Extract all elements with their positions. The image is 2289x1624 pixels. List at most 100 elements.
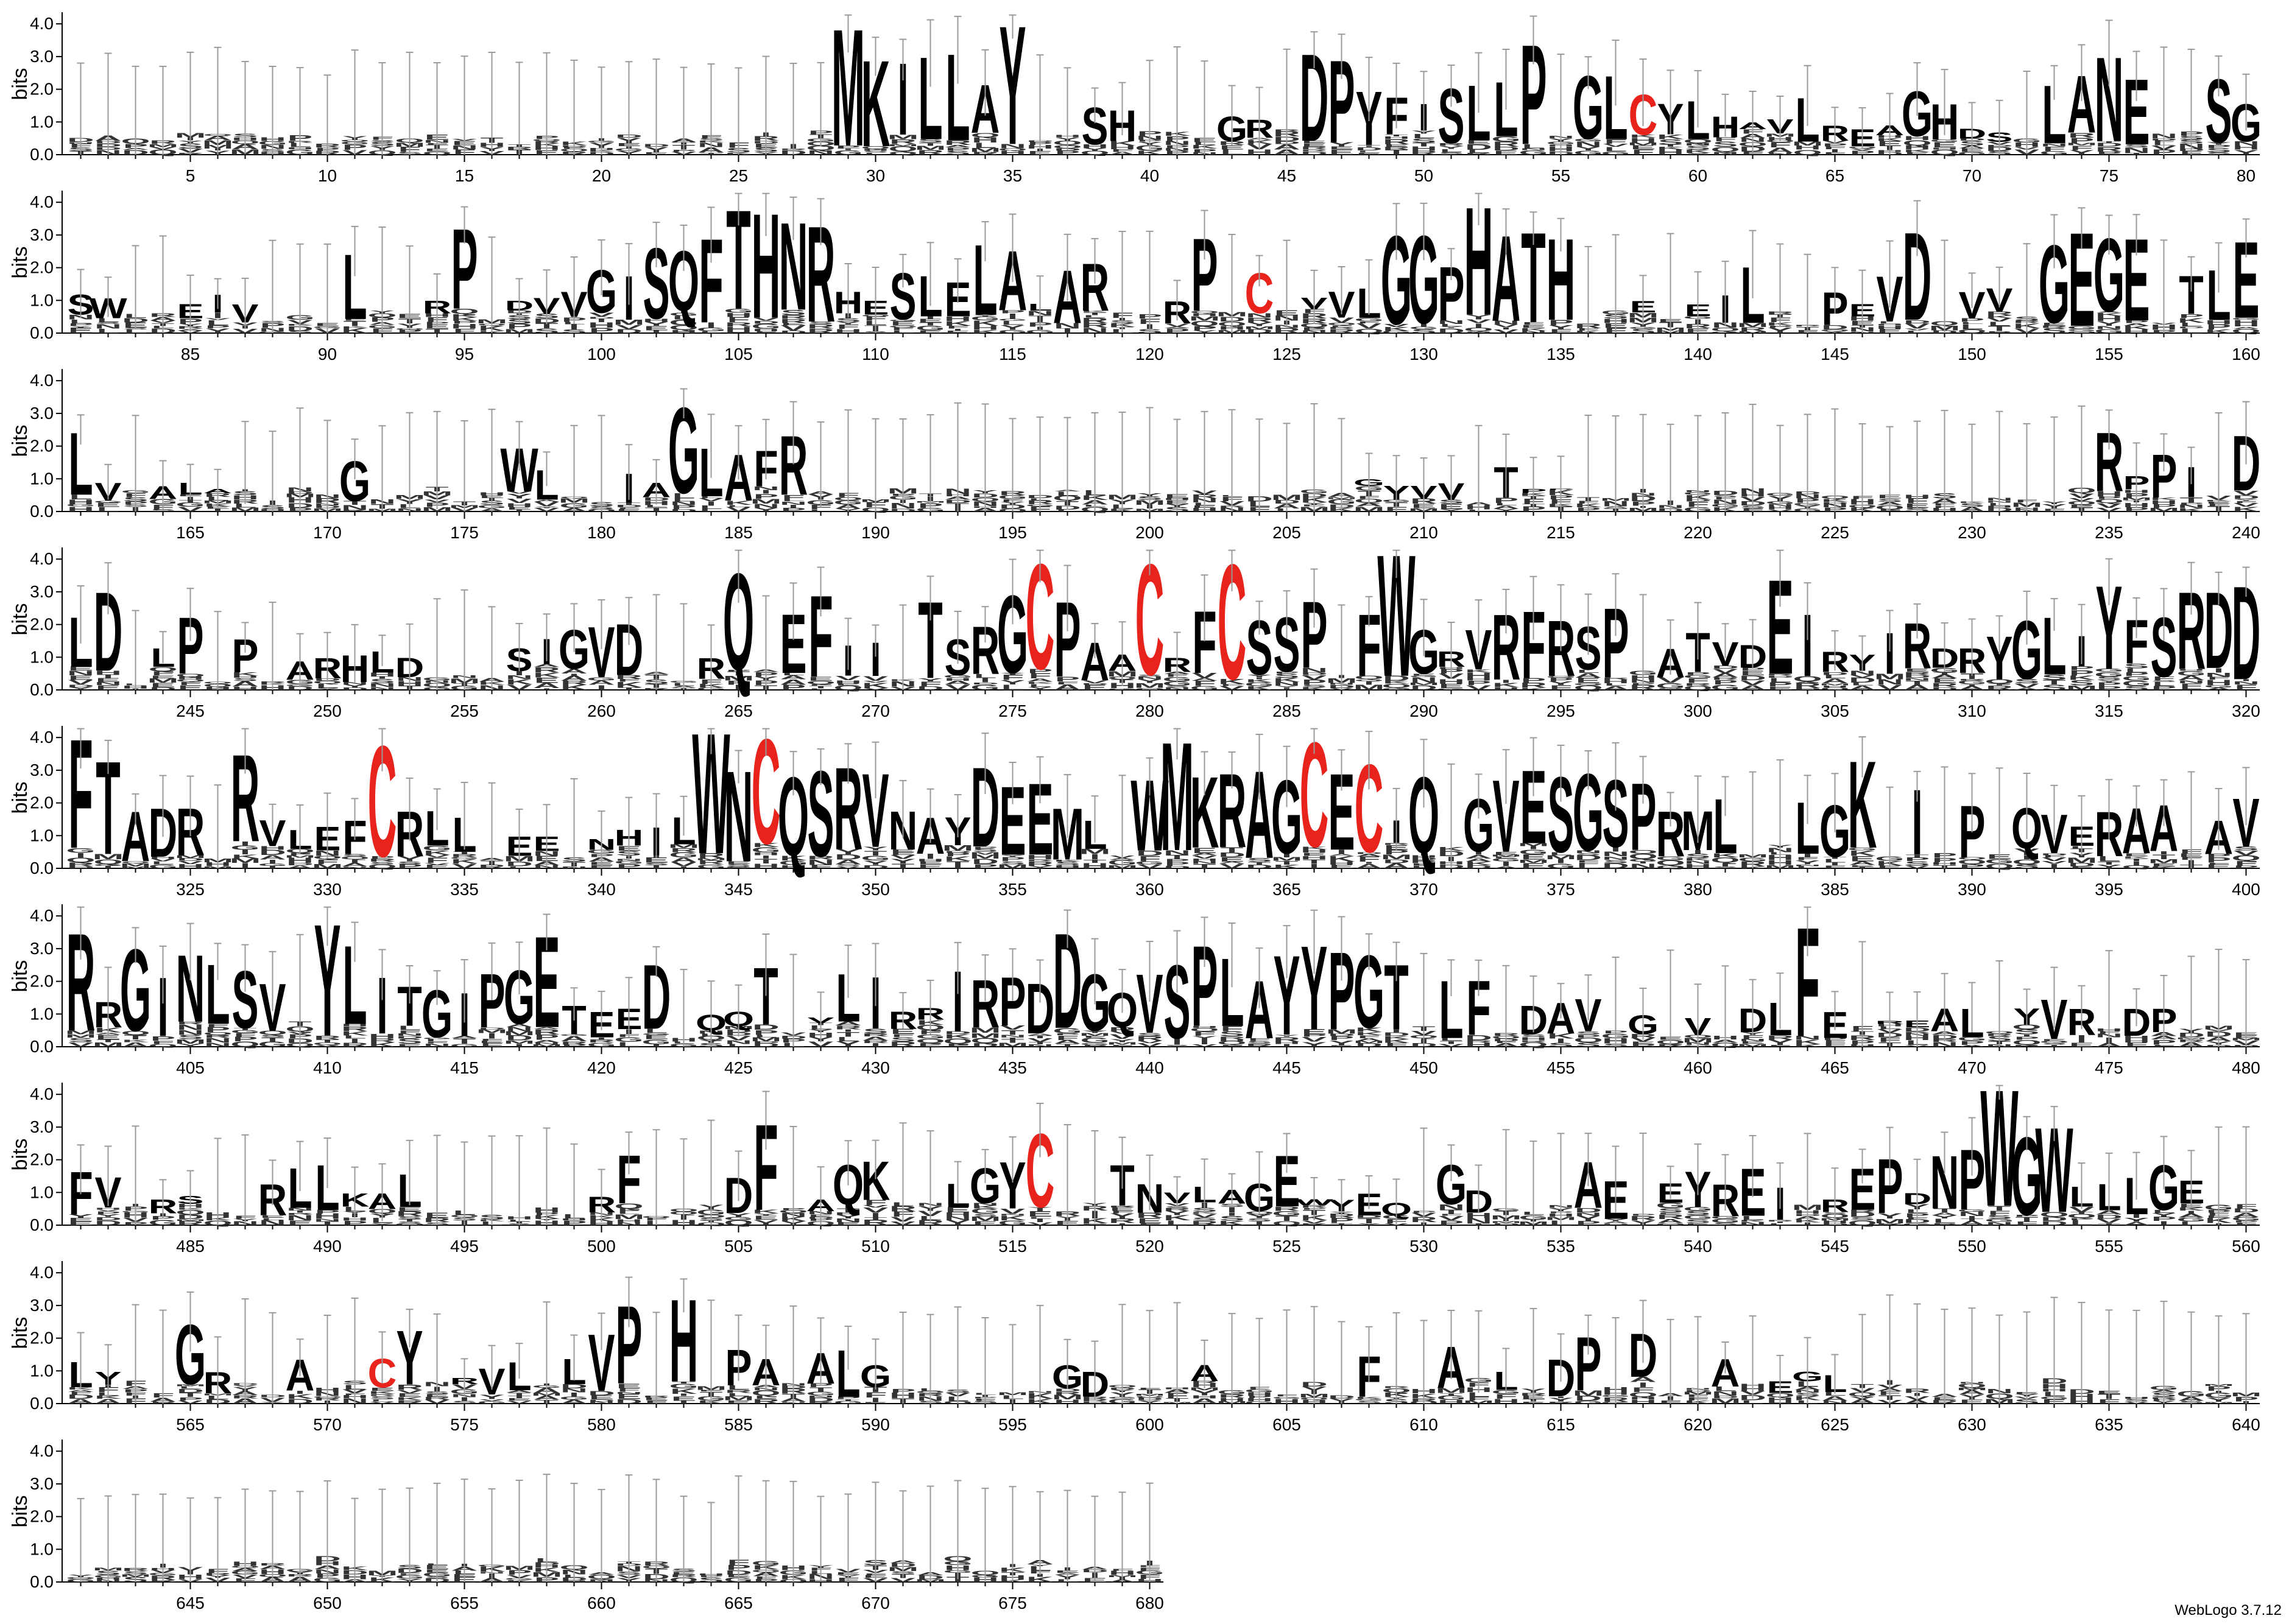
residue-glyph: Y [1000, 324, 1025, 331]
residue-glyph: I [651, 329, 661, 334]
y-tick-label: 3.0 [30, 761, 54, 779]
x-tick-label: 395 [2095, 880, 2123, 899]
residue-glyph: R [780, 314, 807, 320]
residue-glyph: S [1411, 328, 1436, 334]
x-tick-label: 110 [862, 345, 889, 364]
residue-glyph: E [2042, 322, 2067, 326]
residue-glyph: E [507, 506, 532, 510]
residue-glyph: T [700, 152, 723, 155]
y-tick-label: 2.0 [30, 1329, 54, 1348]
residue-glyph: E [918, 318, 943, 324]
residue-glyph: G [285, 148, 314, 156]
residue-glyph: S [1685, 144, 1710, 151]
residue-glyph: H [1657, 149, 1684, 156]
residue-glyph: Y [534, 506, 559, 508]
residue-glyph: S [945, 150, 970, 156]
residue-glyph: H [2232, 145, 2260, 151]
residue-glyph: K [1903, 149, 1931, 153]
y-tick-label: 3.0 [30, 47, 54, 66]
y-tick-label: 0.0 [30, 1394, 54, 1413]
residue-glyph: P [397, 329, 422, 334]
x-tick-label: 435 [998, 1058, 1027, 1077]
residue-glyph: L [2180, 327, 2203, 334]
x-tick-label: 560 [2232, 1237, 2260, 1256]
residue-glyph: Y [1576, 146, 1601, 152]
y-axis-title: bits [9, 68, 32, 100]
residue-glyph: P [1192, 325, 1217, 332]
y-tick-label: 4.0 [30, 906, 54, 925]
residue-glyph: F [1111, 149, 1134, 153]
residue-glyph: Y [205, 327, 230, 334]
y-tick-label: 0.0 [30, 145, 54, 164]
residue-glyph: V [753, 317, 779, 322]
residue-glyph: K [1081, 310, 1109, 312]
residue-glyph: P [205, 325, 230, 329]
residue-glyph: R [889, 138, 917, 146]
x-tick-label: 375 [1547, 880, 1575, 899]
x-tick-label: 310 [1958, 701, 1986, 720]
x-tick-label: 315 [2095, 701, 2123, 720]
x-tick-label: 440 [1135, 1058, 1164, 1077]
residue-glyph: F [755, 331, 778, 334]
y-tick-label: 4.0 [30, 728, 54, 747]
residue-glyph: N [341, 504, 369, 511]
residue-glyph: P [2206, 323, 2231, 331]
x-tick-label: 145 [1821, 345, 1849, 364]
residue-glyph: L [1413, 133, 1436, 140]
residue-glyph: I [897, 42, 908, 156]
residue-glyph: S [2206, 147, 2231, 153]
residue-glyph: G [669, 312, 698, 317]
residue-glyph: P [507, 323, 532, 331]
residue-glyph: R [1437, 142, 1465, 147]
residue-glyph: D [1821, 324, 1849, 331]
residue-glyph: T [1659, 144, 1682, 148]
x-tick-label: 455 [1547, 1058, 1575, 1077]
x-tick-label: 420 [587, 1058, 616, 1077]
residue-glyph: L [645, 504, 668, 508]
residue-glyph: K [341, 327, 369, 335]
residue-glyph: F [1604, 138, 1628, 145]
y-tick-label: 1.0 [30, 1361, 54, 1380]
residue-glyph: G [2067, 329, 2096, 332]
residue-glyph: K [1383, 326, 1410, 332]
residue-glyph: G [998, 329, 1027, 334]
residue-glyph: P [1822, 142, 1847, 147]
residue-glyph: E [891, 320, 915, 327]
residue-glyph: R [1328, 326, 1355, 329]
residue-glyph: R [917, 149, 944, 156]
residue-glyph: R [1328, 328, 1355, 334]
residue-glyph: F [1632, 148, 1655, 156]
residue-glyph: N [1300, 329, 1328, 334]
residue-glyph: E [1356, 152, 1381, 155]
residue-glyph: M [421, 506, 453, 513]
residue-glyph: M [970, 147, 1001, 153]
residue-glyph: K [451, 313, 478, 318]
x-tick-label: 325 [176, 880, 205, 899]
residue-glyph: N [1520, 148, 1547, 151]
residue-glyph: Q [1299, 322, 1328, 328]
residue-glyph: T [344, 320, 367, 328]
residue-glyph: F [618, 507, 641, 510]
residue-glyph: P [1959, 317, 1984, 323]
x-tick-label: 230 [1958, 523, 1986, 542]
residue-glyph: N [1246, 312, 1273, 318]
y-tick-label: 0.0 [30, 1037, 54, 1056]
x-tick-label: 295 [1547, 701, 1575, 720]
residue-glyph: E [1932, 141, 1957, 149]
residue-glyph: H [1903, 144, 1931, 150]
y-tick-label: 1.0 [30, 112, 54, 131]
residue-glyph: G [1573, 138, 1603, 142]
residue-glyph: G [696, 327, 725, 332]
residue-glyph: G [2231, 317, 2260, 320]
residue-glyph: M [1244, 326, 1275, 330]
residue-glyph: A [533, 499, 560, 502]
x-tick-label: 355 [998, 880, 1027, 899]
residue-glyph: L [974, 141, 997, 149]
x-tick-label: 75 [2100, 166, 2118, 185]
residue-glyph: R [1465, 152, 1492, 155]
x-tick-label: 215 [1547, 523, 1575, 542]
x-tick-label: 65 [1825, 166, 1844, 185]
x-tick-label: 495 [450, 1237, 479, 1256]
residue-glyph: S [2206, 152, 2231, 155]
residue-glyph: Y [2206, 142, 2231, 146]
